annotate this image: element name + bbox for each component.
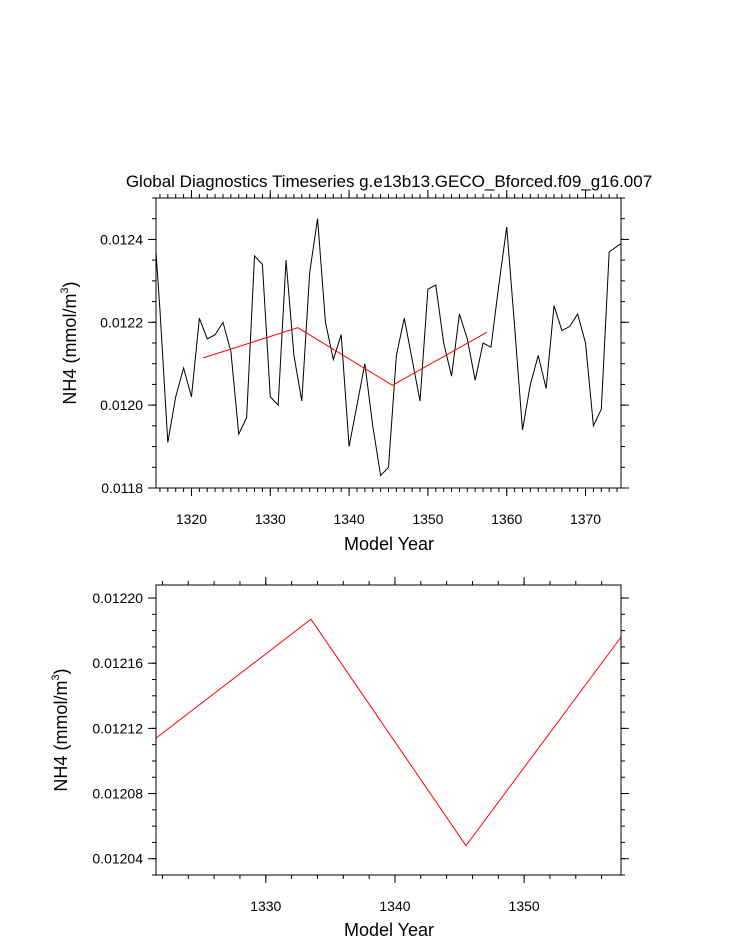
top-chart-x-tick-label: 1320 [176, 511, 207, 527]
top-chart-x-axis-label: Model Year [344, 534, 434, 554]
top-chart-y-tick-label: 0.0118 [101, 480, 143, 496]
top-chart-y-axis-label: NH4 (mmol/m3) [59, 281, 80, 404]
bottom-chart-x-tick-label: 1340 [379, 898, 410, 914]
bottom-chart-y-axis-label: NH4 (mmol/m3) [50, 668, 71, 791]
bottom-chart-series-line-running-mean [155, 618, 622, 847]
bottom-chart-series [155, 618, 622, 847]
top-chart-y-tick-label: 0.0124 [100, 231, 143, 247]
top-chart-x-tick-labels: 1320 1330 1340 1350 1360 1370 [176, 511, 601, 527]
top-chart-y-tick-label: 0.0122 [100, 314, 143, 330]
top-chart-x-tick-label: 1360 [491, 511, 522, 527]
bottom-chart-y-tick-labels: 0.01204 0.01208 0.01212 0.01216 0.01220 [92, 590, 143, 867]
top-chart-x-tick-label: 1330 [255, 511, 286, 527]
bottom-chart-x-tick-label: 1330 [250, 898, 281, 914]
bottom-chart-plot-frame [155, 584, 622, 876]
top-chart-series-line-running-mean [203, 327, 488, 386]
bottom-chart-y-tick-label: 0.01220 [92, 590, 143, 606]
top-chart-panel: Global Diagnostics Timeseries g.e13b13.G… [59, 172, 652, 554]
top-chart-x-tick-label: 1370 [570, 511, 601, 527]
top-chart-series-line-annual [155, 218, 622, 477]
bottom-chart-panel: 1330 1340 1350 0.01204 0.01208 0.01212 0.0121… [50, 577, 629, 940]
top-chart-plot-frame [155, 197, 622, 489]
top-chart-title: Global Diagnostics Timeseries g.e13b13.G… [126, 172, 652, 191]
bottom-chart-y-tick-label: 0.01212 [92, 720, 143, 736]
top-chart-series [155, 218, 622, 477]
bottom-chart-x-tick-label: 1350 [509, 898, 540, 914]
bottom-chart-x-axis-label: Model Year [344, 920, 434, 940]
top-chart-y-tick-label: 0.0120 [100, 397, 143, 413]
top-chart-ticks [148, 190, 629, 496]
bottom-chart-ticks [148, 577, 629, 883]
top-chart-x-tick-label: 1340 [334, 511, 365, 527]
top-chart-x-tick-label: 1350 [412, 511, 443, 527]
top-chart-y-tick-labels: 0.0118 0.0120 0.0122 0.0124 [100, 231, 143, 496]
bottom-chart-x-tick-labels: 1330 1340 1350 [250, 898, 540, 914]
bottom-chart-y-tick-label: 0.01204 [92, 851, 143, 867]
bottom-chart-y-tick-label: 0.01208 [92, 786, 143, 802]
bottom-chart-y-tick-label: 0.01216 [92, 655, 143, 671]
